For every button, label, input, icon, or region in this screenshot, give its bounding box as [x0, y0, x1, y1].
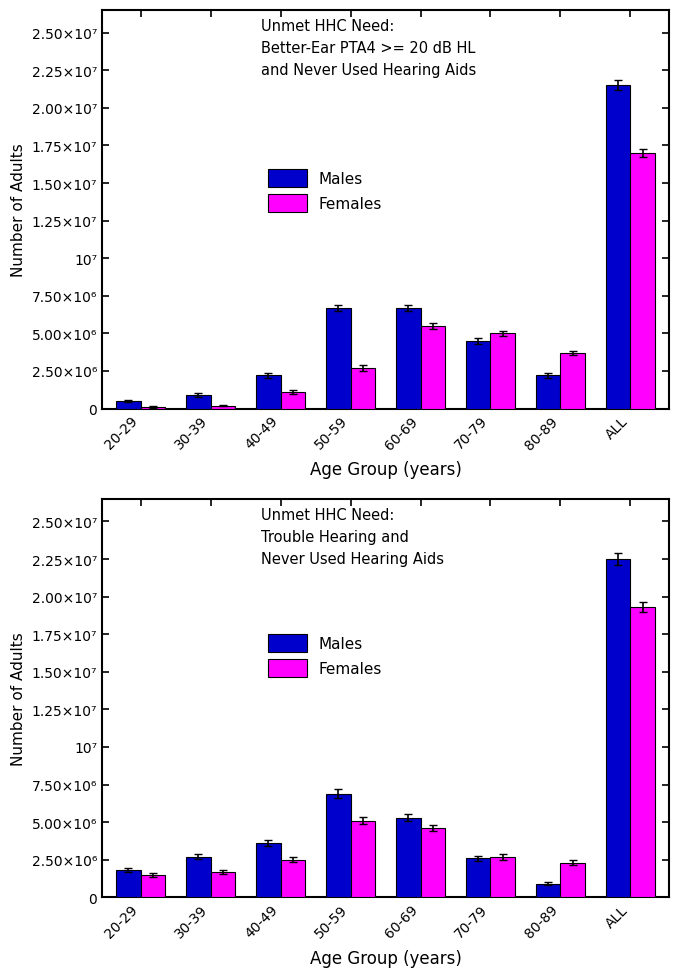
- Bar: [350, 821, 375, 898]
- Bar: [630, 154, 655, 409]
- Bar: [560, 863, 585, 898]
- Bar: [116, 870, 141, 898]
- Bar: [396, 818, 420, 898]
- Bar: [606, 559, 630, 898]
- Bar: [630, 607, 655, 898]
- Legend: Males, Females: Males, Females: [269, 635, 382, 678]
- Bar: [256, 843, 281, 898]
- Bar: [466, 341, 490, 409]
- Bar: [326, 308, 350, 409]
- Bar: [560, 353, 585, 409]
- Bar: [396, 308, 420, 409]
- Legend: Males, Females: Males, Females: [269, 170, 382, 213]
- Bar: [211, 406, 235, 409]
- Text: Unmet HHC Need:
Trouble Hearing and
Never Used Hearing Aids: Unmet HHC Need: Trouble Hearing and Neve…: [261, 508, 444, 566]
- Bar: [420, 828, 445, 898]
- Bar: [350, 369, 375, 409]
- Bar: [141, 408, 165, 409]
- Bar: [141, 875, 165, 898]
- Bar: [536, 884, 560, 898]
- Bar: [116, 402, 141, 409]
- Bar: [490, 857, 515, 898]
- Bar: [281, 392, 305, 409]
- Bar: [606, 86, 630, 409]
- Bar: [211, 871, 235, 898]
- X-axis label: Age Group (years): Age Group (years): [309, 461, 462, 478]
- Bar: [186, 395, 211, 409]
- X-axis label: Age Group (years): Age Group (years): [309, 949, 462, 967]
- Text: Unmet HHC Need:
Better-Ear PTA4 >= 20 dB HL
and Never Used Hearing Aids: Unmet HHC Need: Better-Ear PTA4 >= 20 dB…: [261, 19, 476, 78]
- Bar: [326, 794, 350, 898]
- Bar: [186, 857, 211, 898]
- Bar: [420, 327, 445, 409]
- Y-axis label: Number of Adults: Number of Adults: [11, 144, 26, 277]
- Bar: [466, 859, 490, 898]
- Bar: [281, 860, 305, 898]
- Bar: [256, 377, 281, 409]
- Y-axis label: Number of Adults: Number of Adults: [11, 632, 26, 765]
- Bar: [490, 334, 515, 409]
- Bar: [536, 377, 560, 409]
